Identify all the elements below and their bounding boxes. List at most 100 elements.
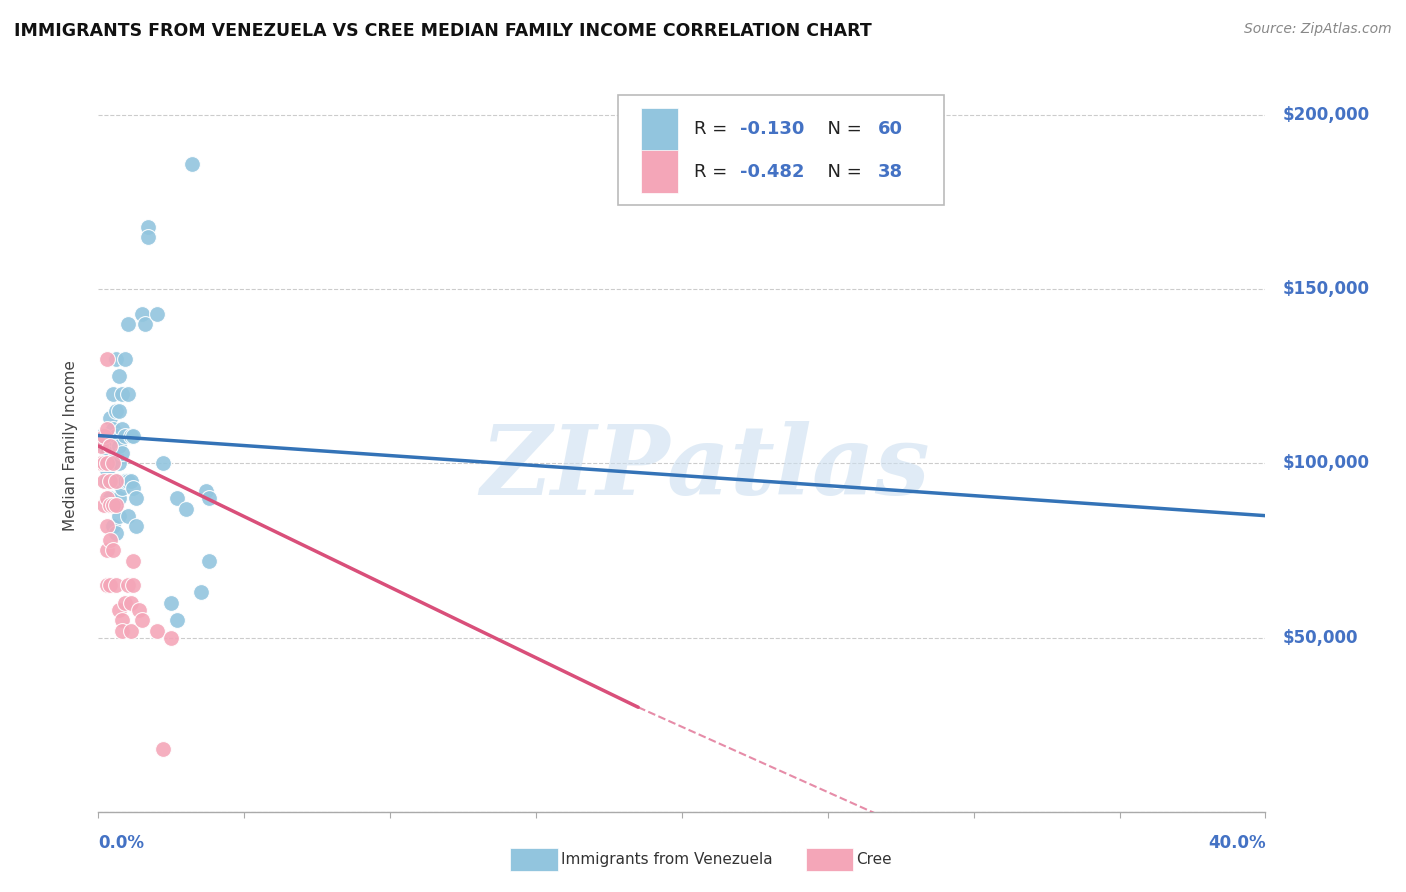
Point (160, 631, 183, 645)
Text: $150,000: $150,000 (1282, 280, 1369, 298)
Point (101, 421, 124, 435)
Point (98, 474, 121, 488)
FancyBboxPatch shape (641, 150, 679, 194)
Point (117, 508, 139, 523)
Point (96, 446, 118, 460)
Point (104, 351, 127, 366)
Point (104, 474, 127, 488)
Point (96, 491, 118, 506)
Point (108, 491, 131, 506)
Text: $50,000: $50,000 (1282, 629, 1358, 647)
Text: Immigrants from Venezuela: Immigrants from Venezuela (561, 853, 773, 867)
Point (131, 613, 153, 627)
Text: 38: 38 (877, 162, 903, 181)
Point (96, 457, 118, 471)
Point (93, 457, 115, 471)
Point (98, 411, 121, 425)
Point (198, 554, 221, 568)
Text: Source: ZipAtlas.com: Source: ZipAtlas.com (1244, 22, 1392, 37)
Point (108, 439, 131, 453)
Point (120, 428, 142, 442)
Point (93, 474, 115, 488)
Point (98, 491, 121, 506)
Point (120, 596, 142, 610)
Point (104, 498, 127, 512)
Point (114, 474, 136, 488)
Text: -0.482: -0.482 (741, 162, 804, 181)
Text: $100,000: $100,000 (1282, 454, 1369, 473)
Point (152, 457, 174, 471)
Text: $200,000: $200,000 (1282, 106, 1369, 124)
Point (166, 491, 188, 506)
Point (111, 421, 134, 435)
Point (90, 439, 112, 453)
Text: N =: N = (815, 120, 868, 138)
Point (96, 474, 118, 488)
Point (166, 613, 188, 627)
Point (98, 533, 121, 547)
Point (96, 519, 118, 533)
Point (101, 386, 124, 401)
Point (117, 386, 139, 401)
Point (111, 481, 134, 495)
Point (90, 428, 112, 442)
Point (114, 351, 136, 366)
Point (104, 498, 127, 512)
Point (93, 439, 115, 453)
Point (111, 386, 134, 401)
Point (180, 157, 202, 171)
Point (96, 463, 118, 477)
Point (122, 578, 145, 592)
Point (98, 578, 121, 592)
Point (104, 428, 127, 442)
Point (114, 596, 136, 610)
Point (93, 498, 115, 512)
Point (108, 603, 131, 617)
Point (108, 404, 131, 418)
Point (111, 613, 134, 627)
Point (104, 450, 127, 464)
Point (117, 317, 139, 331)
Point (117, 474, 139, 488)
Point (160, 596, 183, 610)
Point (96, 543, 118, 558)
Point (104, 404, 127, 418)
Point (146, 307, 169, 321)
Point (117, 578, 139, 592)
Point (120, 624, 142, 638)
Point (111, 624, 134, 638)
Point (101, 498, 124, 512)
Point (96, 421, 118, 435)
Text: 0.0%: 0.0% (98, 834, 145, 852)
Point (108, 457, 131, 471)
Point (98, 457, 121, 471)
Text: 40.0%: 40.0% (1208, 834, 1265, 852)
Point (174, 501, 197, 516)
Point (104, 526, 127, 541)
Point (101, 498, 124, 512)
Point (114, 428, 136, 442)
Text: IMMIGRANTS FROM VENEZUELA VS CREE MEDIAN FAMILY INCOME CORRELATION CHART: IMMIGRANTS FROM VENEZUELA VS CREE MEDIAN… (14, 22, 872, 40)
Point (152, 742, 174, 756)
Point (108, 508, 131, 523)
Point (98, 439, 121, 453)
Point (125, 519, 148, 533)
Text: Cree: Cree (856, 853, 891, 867)
Point (93, 428, 115, 442)
Point (104, 474, 127, 488)
Text: R =: R = (693, 162, 733, 181)
FancyBboxPatch shape (617, 95, 945, 204)
Point (90, 457, 112, 471)
Point (104, 578, 127, 592)
Text: N =: N = (815, 162, 868, 181)
Point (101, 519, 124, 533)
Point (101, 474, 124, 488)
Point (98, 474, 121, 488)
Point (101, 457, 124, 471)
Point (96, 351, 118, 366)
FancyBboxPatch shape (641, 108, 679, 151)
Text: ZIPatlas: ZIPatlas (481, 421, 929, 515)
Point (146, 624, 169, 638)
Point (122, 554, 145, 568)
Point (190, 585, 212, 599)
